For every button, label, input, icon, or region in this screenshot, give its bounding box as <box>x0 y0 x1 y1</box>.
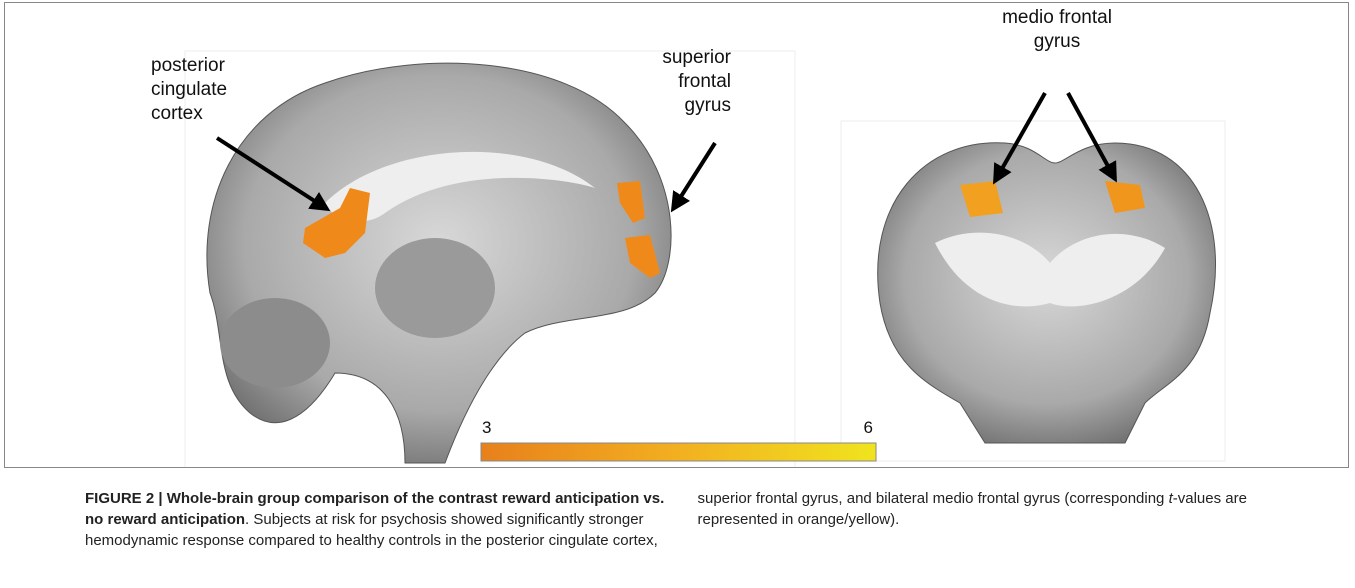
figure-image: posterior cingulate cortex superior fron… <box>151 7 1226 472</box>
activation-sfg <box>617 181 645 223</box>
arrow <box>215 136 331 212</box>
colorbar <box>480 442 877 462</box>
brainstem <box>375 238 495 338</box>
activation-sfg-lower <box>625 235 660 278</box>
caption-title: FIGURE 2 | Whole-brain group comparison … <box>85 490 665 528</box>
label-line: gyrus <box>685 95 731 116</box>
label-line: cortex <box>151 103 203 124</box>
arrow <box>1066 92 1117 183</box>
arrow <box>670 141 717 213</box>
label-line: cingulate <box>151 79 227 100</box>
caption-text: -values are represented in orange/yellow… <box>697 490 1247 528</box>
cerebellum <box>220 298 330 388</box>
corpus-callosum <box>325 151 595 222</box>
caption-italic: t <box>1168 490 1173 507</box>
label-line: superior <box>662 47 731 68</box>
arrow <box>993 92 1047 185</box>
activation-mfg-left <box>960 181 1003 217</box>
label-line: posterior <box>151 55 226 76</box>
colorbar-max: 6 <box>864 418 873 437</box>
label-line: frontal <box>678 71 731 92</box>
activation-pcc <box>303 188 370 258</box>
caption: FIGURE 2 | Whole-brain group comparison … <box>85 488 1290 551</box>
label-line: medio frontal <box>1002 7 1112 28</box>
colorbar-min: 3 <box>482 418 491 437</box>
caption-text: . Subjects at risk for psychosis showed … <box>85 490 1169 549</box>
figure: posterior cingulate cortex superior fron… <box>4 2 1349 472</box>
activation-mfg-right <box>1105 181 1145 213</box>
white-matter <box>935 232 1165 307</box>
label-line: gyrus <box>1034 31 1080 52</box>
